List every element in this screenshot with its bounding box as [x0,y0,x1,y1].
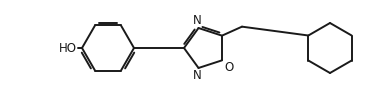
Text: O: O [224,61,233,74]
Text: HO: HO [59,42,77,55]
Text: N: N [193,69,202,82]
Text: N: N [193,13,202,27]
